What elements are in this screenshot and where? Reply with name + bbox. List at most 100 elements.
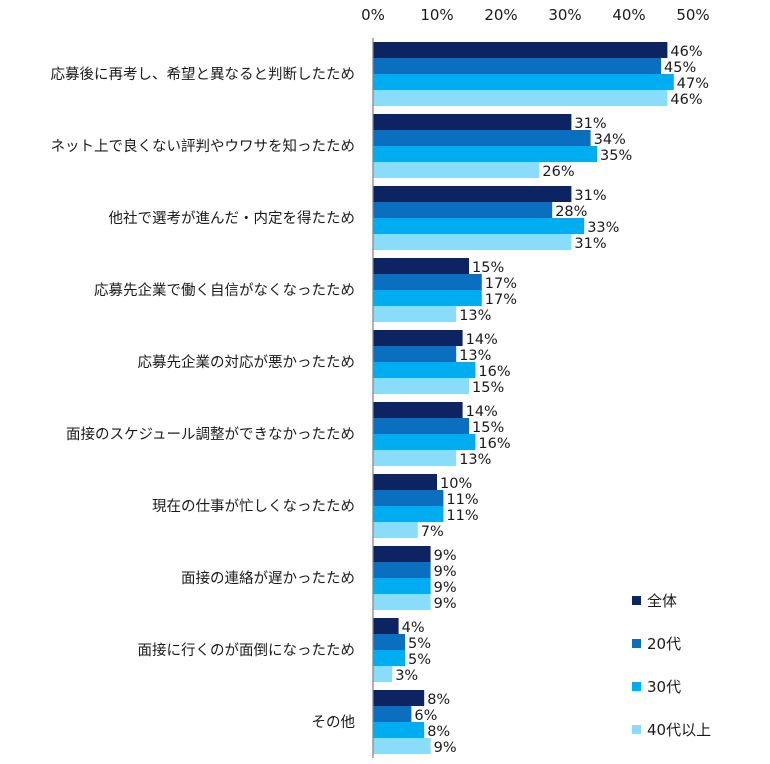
bar — [373, 706, 412, 722]
bar — [373, 490, 444, 506]
bar — [373, 306, 457, 322]
data-label: 13% — [459, 452, 491, 468]
bar — [373, 690, 425, 706]
data-label: 6% — [414, 708, 437, 724]
legend-label: 20代 — [647, 635, 681, 653]
bar — [373, 42, 668, 58]
category-label: 応募先企業で働く自信がなくなったため — [94, 281, 355, 299]
data-label: 9% — [434, 740, 457, 756]
data-label: 11% — [446, 492, 478, 508]
bar — [373, 330, 463, 346]
bar — [373, 346, 457, 362]
data-label: 15% — [472, 380, 504, 396]
data-label: 46% — [670, 92, 702, 108]
data-label: 15% — [472, 420, 504, 436]
bar — [373, 402, 463, 418]
data-label: 31% — [574, 236, 606, 252]
bar — [373, 162, 540, 178]
data-label: 14% — [466, 332, 498, 348]
legend-label: 30代 — [647, 678, 681, 696]
data-label: 4% — [402, 620, 425, 636]
data-label: 9% — [434, 548, 457, 564]
x-tick-label: 50% — [676, 6, 709, 24]
data-label: 47% — [677, 76, 709, 92]
data-label: 10% — [440, 476, 472, 492]
x-tick-label: 30% — [548, 6, 581, 24]
bar — [373, 362, 476, 378]
legend-swatch — [632, 725, 641, 734]
category-label: 他社で選考が進んだ・内定を得たため — [109, 210, 356, 227]
data-label: 3% — [395, 668, 418, 684]
bar — [373, 578, 431, 594]
bar — [373, 618, 399, 634]
bar — [373, 450, 457, 466]
bar — [373, 234, 572, 250]
bar — [373, 58, 661, 74]
data-label: 5% — [408, 636, 431, 652]
bar — [373, 218, 585, 234]
bar — [373, 130, 591, 146]
data-label: 5% — [408, 652, 431, 668]
data-label: 8% — [427, 724, 450, 740]
bar — [373, 594, 431, 610]
bar — [373, 114, 572, 130]
data-label: 28% — [555, 204, 587, 220]
data-label: 35% — [600, 148, 632, 164]
data-label: 11% — [446, 508, 478, 524]
data-label: 46% — [670, 44, 702, 60]
legend-label: 40代以上 — [647, 721, 711, 739]
data-label: 8% — [427, 692, 450, 708]
bar — [373, 378, 469, 394]
bar — [373, 186, 572, 202]
bar — [373, 202, 553, 218]
data-label: 14% — [466, 404, 498, 420]
data-label: 34% — [594, 132, 626, 148]
data-label: 9% — [434, 596, 457, 612]
data-label: 26% — [542, 164, 574, 180]
x-tick-label: 10% — [420, 6, 453, 24]
bar — [373, 258, 469, 274]
bar — [373, 506, 444, 522]
bar — [373, 418, 469, 434]
category-label: 応募後に再考し、希望と異なると判断したため — [51, 66, 356, 83]
data-label: 17% — [485, 292, 517, 308]
bar — [373, 522, 418, 538]
bar — [373, 666, 393, 682]
bar — [373, 562, 431, 578]
legend-swatch — [632, 682, 641, 691]
data-label: 7% — [421, 524, 444, 540]
legend-label: 全体 — [647, 592, 677, 610]
legend-swatch — [632, 596, 641, 605]
category-label: ネット上で良くない評判やウワサを知ったため — [51, 138, 356, 155]
category-label: その他 — [312, 714, 356, 731]
x-tick-label: 40% — [612, 6, 645, 24]
data-label: 13% — [459, 348, 491, 364]
bar — [373, 650, 405, 666]
data-label: 15% — [472, 260, 504, 276]
data-label: 13% — [459, 308, 491, 324]
category-label: 面接に行くのが面倒になったため — [138, 642, 356, 659]
data-label: 45% — [664, 60, 696, 76]
category-label: 面接のスケジュール調整ができなかったため — [66, 426, 355, 443]
data-label: 31% — [574, 116, 606, 132]
bar — [373, 722, 425, 738]
data-label: 16% — [478, 364, 510, 380]
data-label: 9% — [434, 580, 457, 596]
data-label: 17% — [485, 276, 517, 292]
bar — [373, 546, 431, 562]
bar — [373, 474, 437, 490]
legend-swatch — [632, 639, 641, 648]
data-label: 31% — [574, 188, 606, 204]
bar — [373, 146, 597, 162]
bar — [373, 274, 482, 290]
data-label: 33% — [587, 220, 619, 236]
category-label: 現在の仕事が忙しくなったため — [152, 498, 355, 515]
data-label: 9% — [434, 564, 457, 580]
bar — [373, 90, 668, 106]
x-tick-label: 20% — [484, 6, 517, 24]
bar — [373, 434, 476, 450]
category-label: 面接の連絡が遅かったため — [181, 570, 355, 587]
category-label: 応募先企業の対応が悪かったため — [138, 353, 356, 371]
